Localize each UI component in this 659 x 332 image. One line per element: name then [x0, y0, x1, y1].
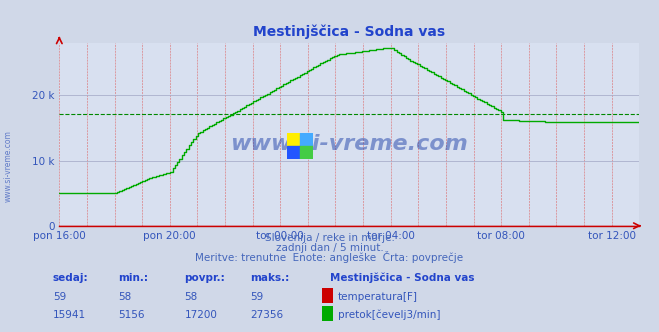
- Text: temperatura[F]: temperatura[F]: [338, 292, 418, 302]
- Text: 17200: 17200: [185, 310, 217, 320]
- Text: Mestinjščica - Sodna vas: Mestinjščica - Sodna vas: [330, 272, 474, 283]
- Text: pretok[čevelj3/min]: pretok[čevelj3/min]: [338, 309, 441, 320]
- Text: povpr.:: povpr.:: [185, 273, 225, 283]
- Text: zadnji dan / 5 minut.: zadnji dan / 5 minut.: [275, 243, 384, 253]
- Text: 27356: 27356: [250, 310, 283, 320]
- Text: 59: 59: [53, 292, 66, 302]
- Text: Meritve: trenutne  Enote: angleške  Črta: povprečje: Meritve: trenutne Enote: angleške Črta: …: [196, 251, 463, 263]
- Text: www.si-vreme.com: www.si-vreme.com: [231, 133, 468, 154]
- Text: 5156: 5156: [119, 310, 145, 320]
- Text: www.si-vreme.com: www.si-vreme.com: [3, 130, 13, 202]
- Bar: [300, 146, 313, 159]
- Text: 59: 59: [250, 292, 264, 302]
- Bar: [300, 133, 313, 146]
- Text: Slovenija / reke in morje.: Slovenija / reke in morje.: [264, 233, 395, 243]
- Bar: [287, 146, 300, 159]
- Title: Mestinjščica - Sodna vas: Mestinjščica - Sodna vas: [253, 25, 445, 39]
- Text: maks.:: maks.:: [250, 273, 290, 283]
- Bar: [287, 133, 300, 146]
- Text: min.:: min.:: [119, 273, 149, 283]
- Text: sedaj:: sedaj:: [53, 273, 88, 283]
- Text: 58: 58: [185, 292, 198, 302]
- Text: 15941: 15941: [53, 310, 86, 320]
- Text: 58: 58: [119, 292, 132, 302]
